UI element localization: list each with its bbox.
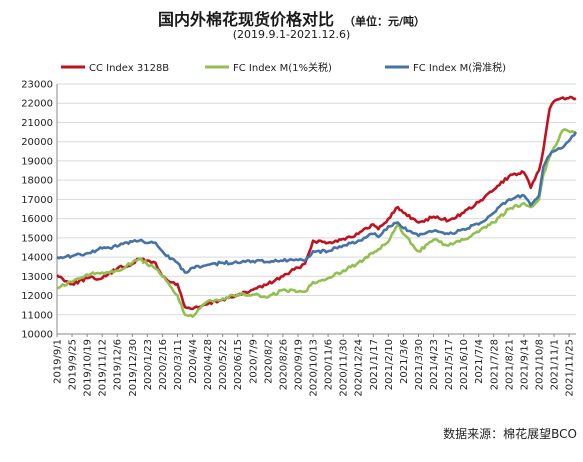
- chart-unit: （单位：元/吨）: [343, 15, 426, 28]
- chart-title: 国内外棉花现货价格对比 （单位：元/吨）: [0, 6, 583, 30]
- series-line-3: [56, 131, 578, 274]
- x-tick-label: 2021/9/14: [519, 339, 530, 390]
- x-tick-label: 2020/1/23: [143, 339, 154, 390]
- y-tick-label: 18000: [21, 176, 53, 187]
- legend-label: FC Index M(1%关税): [233, 61, 332, 74]
- x-tick-label: 2020/11/30: [339, 339, 350, 397]
- legend-label: CC Index 3128B: [89, 63, 169, 74]
- y-tick-label: 16000: [21, 214, 53, 225]
- x-tick-label: 2019/9/1: [53, 339, 64, 384]
- x-tick-label: 2021/5/17: [444, 339, 455, 390]
- chart-title-text: 国内外棉花现货价格对比: [157, 10, 334, 29]
- y-tick-label: 11000: [21, 310, 53, 321]
- x-tick-label: 2021/8/21: [504, 339, 515, 390]
- x-tick-label: 2020/6/15: [233, 339, 244, 390]
- x-axis-ticks: 2019/9/1 2019/9/25 2019/10/19 2019/11/12 201…: [53, 334, 576, 397]
- y-axis-ticks: 10000 11000 12000 13000 14000 15000 16000 17000…: [21, 80, 53, 341]
- source-note: 数据来源：棉花展望BCO: [443, 426, 577, 441]
- x-tick-label: 2021/1/17: [369, 339, 380, 390]
- x-tick-label: 2021/11/1: [550, 339, 561, 390]
- x-tick-label: 2020/2/16: [158, 339, 169, 390]
- x-tick-label: 2021/7/28: [489, 339, 500, 390]
- x-tick-label: 2020/4/28: [203, 339, 214, 390]
- series-lines: [56, 95, 578, 318]
- x-tick-label: 2019/9/25: [68, 339, 79, 390]
- x-tick-label: 2020/8/2: [263, 339, 274, 384]
- y-tick-label: 23000: [21, 80, 53, 91]
- x-tick-label: 2020/11/6: [324, 339, 335, 390]
- x-tick-label: 2021/2/10: [384, 339, 395, 390]
- series-line-1: [56, 95, 577, 311]
- y-tick-label: 14000: [21, 253, 53, 264]
- y-tick-label: 10000: [21, 330, 53, 341]
- x-tick-label: 2020/7/9: [248, 339, 259, 384]
- x-tick-label: 2021/6/10: [459, 339, 470, 390]
- x-tick-label: 2021/11/25: [565, 339, 576, 397]
- x-tick-label: 2020/5/22: [218, 339, 229, 390]
- x-tick-label: 2019/12/30: [128, 339, 139, 397]
- x-tick-label: 2021/3/30: [414, 339, 425, 390]
- chart-period: (2019.9.1-2021.12.6): [232, 28, 351, 41]
- y-tick-label: 20000: [21, 137, 53, 148]
- x-tick-label: 2021/7/4: [474, 339, 485, 384]
- y-tick-label: 22000: [21, 99, 53, 110]
- x-tick-label: 2020/12/24: [354, 339, 365, 397]
- x-tick-label: 2021/4/23: [429, 339, 440, 390]
- x-tick-label: 2020/4/4: [188, 339, 199, 384]
- axes: [56, 84, 576, 335]
- legend-label: FC Index M(滑准税): [413, 61, 506, 74]
- x-tick-label: 2020/3/11: [173, 339, 184, 390]
- y-tick-label: 19000: [21, 156, 53, 167]
- legend: CC Index 3128B FC Index M(1%关税) FC Index M…: [61, 61, 506, 74]
- x-tick-label: 2019/11/12: [98, 339, 109, 397]
- y-tick-label: 21000: [21, 118, 53, 129]
- x-tick-label: 2019/10/19: [83, 339, 94, 397]
- x-tick-label: 2020/8/26: [278, 339, 289, 390]
- x-tick-label: 2020/9/19: [293, 339, 304, 390]
- x-tick-label: 2020/10/13: [309, 339, 320, 397]
- x-tick-label: 2021/10/8: [534, 339, 545, 390]
- x-tick-label: 2021/3/6: [399, 339, 410, 384]
- y-tick-label: 15000: [21, 233, 53, 244]
- series-line-2: [56, 128, 577, 318]
- x-tick-label: 2019/12/6: [113, 339, 124, 390]
- y-tick-label: 12000: [21, 291, 53, 302]
- y-tick-label: 13000: [21, 272, 53, 283]
- y-tick-label: 17000: [21, 195, 53, 206]
